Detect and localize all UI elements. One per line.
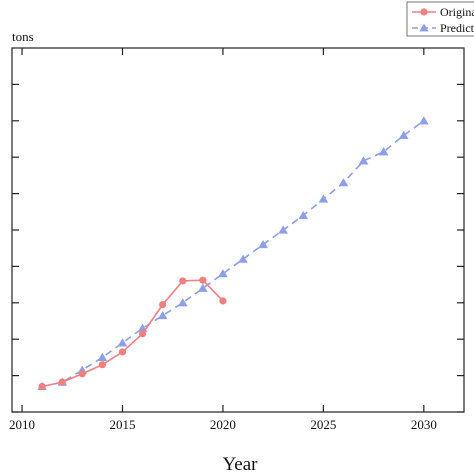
point-original-2014 bbox=[98, 361, 106, 369]
point-predicted-2027 bbox=[358, 156, 369, 165]
x-axis-ticks: 2010 2015 2020 2025 2030 bbox=[9, 48, 437, 432]
legend-box bbox=[406, 1, 474, 37]
y-unit-label: tons bbox=[12, 29, 34, 44]
x-tick-label-1: 2015 bbox=[109, 417, 135, 432]
point-original-2015 bbox=[118, 348, 127, 356]
x-tick-label-2: 2020 bbox=[210, 417, 236, 432]
legend-marker-original bbox=[420, 8, 428, 16]
point-predicted-2021 bbox=[238, 254, 248, 263]
point-original-2017 bbox=[159, 301, 167, 309]
point-predicted-2014 bbox=[97, 352, 108, 361]
point-original-2011 bbox=[38, 382, 46, 391]
point-predicted-2024 bbox=[298, 210, 309, 220]
legend-label-original: Original bbox=[440, 5, 474, 19]
series-layer bbox=[37, 116, 429, 391]
point-predicted-2028 bbox=[378, 147, 389, 156]
point-predicted-2018 bbox=[177, 298, 188, 307]
point-predicted-2023 bbox=[278, 225, 288, 234]
point-predicted-2020 bbox=[218, 269, 228, 278]
point-predicted-2022 bbox=[258, 239, 268, 249]
point-predicted-2029 bbox=[398, 130, 409, 139]
point-predicted-2017 bbox=[157, 310, 168, 320]
x-tick-label-3: 2025 bbox=[310, 417, 336, 432]
x-axis-title: Year bbox=[222, 454, 258, 474]
series-line-original bbox=[41, 279, 224, 388]
x-tick-label-0: 2010 bbox=[9, 417, 35, 432]
series-line-predicted bbox=[41, 120, 425, 388]
point-original-2018 bbox=[179, 277, 187, 285]
point-predicted-2015 bbox=[117, 338, 128, 347]
point-predicted-2030 bbox=[419, 116, 429, 125]
point-original-2013 bbox=[78, 370, 86, 378]
point-predicted-2026 bbox=[338, 178, 349, 187]
point-original-2016 bbox=[138, 330, 147, 338]
legend-label-predicted: Predicted bbox=[440, 21, 474, 35]
point-original-2012 bbox=[58, 378, 66, 386]
point-predicted-2019 bbox=[198, 283, 208, 292]
point-original-2020 bbox=[219, 297, 227, 305]
series-original bbox=[38, 276, 227, 391]
legend: Original Predicted bbox=[406, 1, 474, 37]
y-axis-ticks bbox=[12, 83, 464, 413]
x-tick-label-4: 2030 bbox=[411, 417, 437, 432]
legend-marker-predicted bbox=[419, 23, 429, 32]
point-predicted-2025 bbox=[318, 194, 329, 203]
point-original-2019 bbox=[199, 276, 207, 284]
